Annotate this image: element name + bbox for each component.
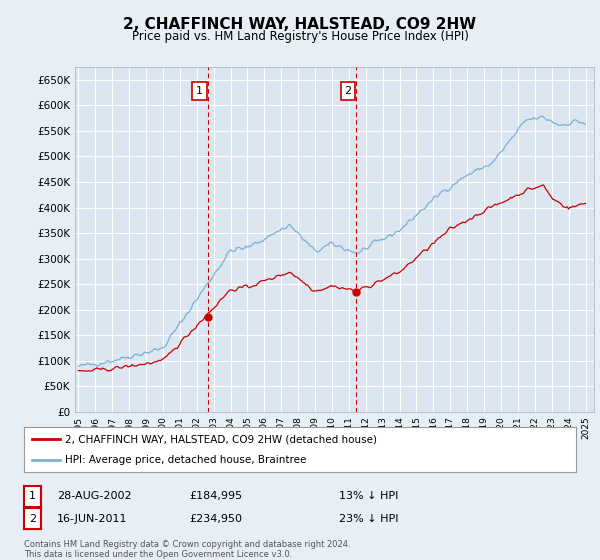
Text: Price paid vs. HM Land Registry's House Price Index (HPI): Price paid vs. HM Land Registry's House … — [131, 30, 469, 43]
Text: 1: 1 — [29, 491, 36, 501]
Text: 2: 2 — [29, 514, 36, 524]
Text: 2, CHAFFINCH WAY, HALSTEAD, CO9 2HW: 2, CHAFFINCH WAY, HALSTEAD, CO9 2HW — [124, 17, 476, 32]
Text: £234,950: £234,950 — [189, 514, 242, 524]
Text: £184,995: £184,995 — [189, 491, 242, 501]
Text: 23% ↓ HPI: 23% ↓ HPI — [339, 514, 398, 524]
Text: 2, CHAFFINCH WAY, HALSTEAD, CO9 2HW (detached house): 2, CHAFFINCH WAY, HALSTEAD, CO9 2HW (det… — [65, 434, 377, 444]
Text: 16-JUN-2011: 16-JUN-2011 — [57, 514, 128, 524]
Text: 2: 2 — [344, 86, 352, 96]
Text: 28-AUG-2002: 28-AUG-2002 — [57, 491, 131, 501]
Text: HPI: Average price, detached house, Braintree: HPI: Average price, detached house, Brai… — [65, 455, 307, 465]
Text: 1: 1 — [196, 86, 203, 96]
Text: 13% ↓ HPI: 13% ↓ HPI — [339, 491, 398, 501]
Text: Contains HM Land Registry data © Crown copyright and database right 2024.
This d: Contains HM Land Registry data © Crown c… — [24, 540, 350, 559]
